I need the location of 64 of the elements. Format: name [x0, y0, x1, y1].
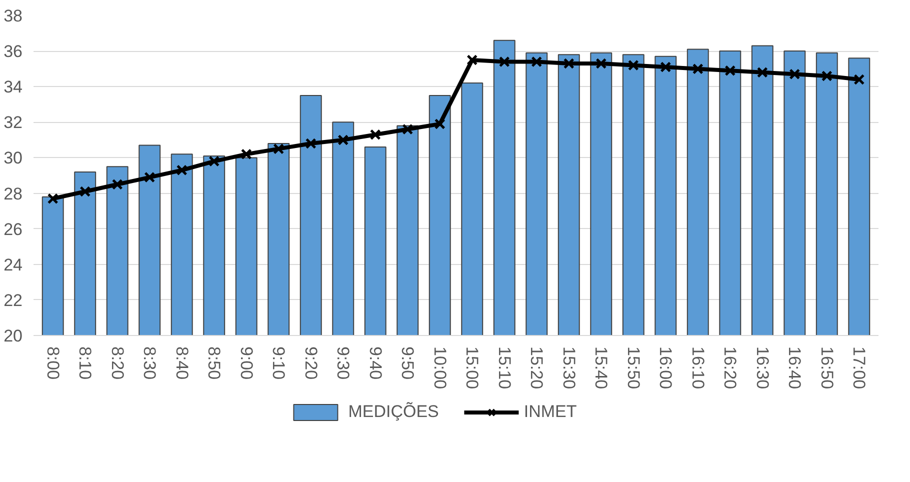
point: [305, 138, 316, 149]
point: [628, 60, 639, 71]
x-tick-label: 16:30: [752, 346, 772, 390]
point: [176, 164, 188, 176]
point: [370, 129, 381, 140]
x-tick-label: 16:20: [720, 346, 740, 390]
x-tick-label: 16:40: [785, 346, 804, 390]
point: [563, 58, 574, 69]
y-tick-label: 22: [4, 290, 23, 310]
x-tick-label: 9:50: [398, 346, 418, 380]
legend-label: MEDIÇÕES: [348, 402, 439, 422]
x-tick-label: 8:00: [43, 346, 62, 380]
point: [756, 66, 768, 78]
y-tick-label: 34: [4, 78, 23, 97]
point: [112, 178, 123, 190]
x-tick-label: 8:10: [76, 346, 95, 380]
y-tick-label: 30: [4, 148, 23, 168]
point: [498, 56, 510, 68]
x-tick-label: 8:40: [172, 346, 192, 380]
x-tick-label: 15:50: [624, 346, 643, 390]
legend-label: INMET: [524, 402, 577, 422]
x-tick-label: 10:00: [430, 346, 450, 390]
x-tick-label: 8:20: [108, 346, 127, 380]
x-tick-label: 8:30: [140, 346, 160, 380]
point: [531, 56, 542, 68]
y-tick-label: 24: [4, 255, 23, 274]
x-tick-label: 9:40: [366, 346, 385, 380]
x-tick-label: 9:10: [269, 346, 288, 380]
point: [240, 148, 252, 160]
point: [724, 65, 736, 76]
y-tick-label: 38: [4, 6, 23, 26]
x-tick-label: 16:50: [817, 346, 836, 390]
x-tick-label: 9:00: [236, 346, 256, 380]
x-tick-label: 8:50: [204, 346, 224, 380]
point: [208, 156, 220, 167]
y-tick-label: 28: [4, 184, 23, 204]
point: [789, 68, 800, 80]
y-tick-label: 32: [4, 113, 23, 132]
x-tick-label: 17:00: [850, 346, 869, 390]
point: [821, 70, 832, 82]
point: [80, 186, 91, 197]
x-tick-label: 15:30: [559, 346, 578, 390]
x-tick-label: 15:40: [592, 346, 611, 390]
x-tick-label: 16:00: [656, 346, 676, 390]
x-tick-label: 9:30: [334, 346, 353, 380]
point: [434, 118, 446, 130]
point: [660, 62, 672, 73]
x-tick-label: 15:00: [462, 346, 482, 390]
x-tick-label: 9:20: [301, 346, 320, 380]
point: [144, 172, 156, 183]
x-tick-label: 15:20: [527, 346, 546, 390]
point: [692, 63, 704, 74]
point: [854, 74, 865, 85]
point: [596, 58, 607, 69]
point: [402, 124, 414, 135]
y-tick-label: 36: [4, 42, 23, 62]
x-tick-label: 16:10: [688, 346, 708, 390]
x-tick-label: 15:10: [494, 346, 514, 390]
point: [273, 143, 284, 154]
point: [338, 134, 349, 146]
y-tick-label: 26: [4, 220, 23, 239]
point: [466, 54, 478, 66]
point: [47, 193, 58, 204]
y-tick-label: 20: [4, 326, 23, 346]
